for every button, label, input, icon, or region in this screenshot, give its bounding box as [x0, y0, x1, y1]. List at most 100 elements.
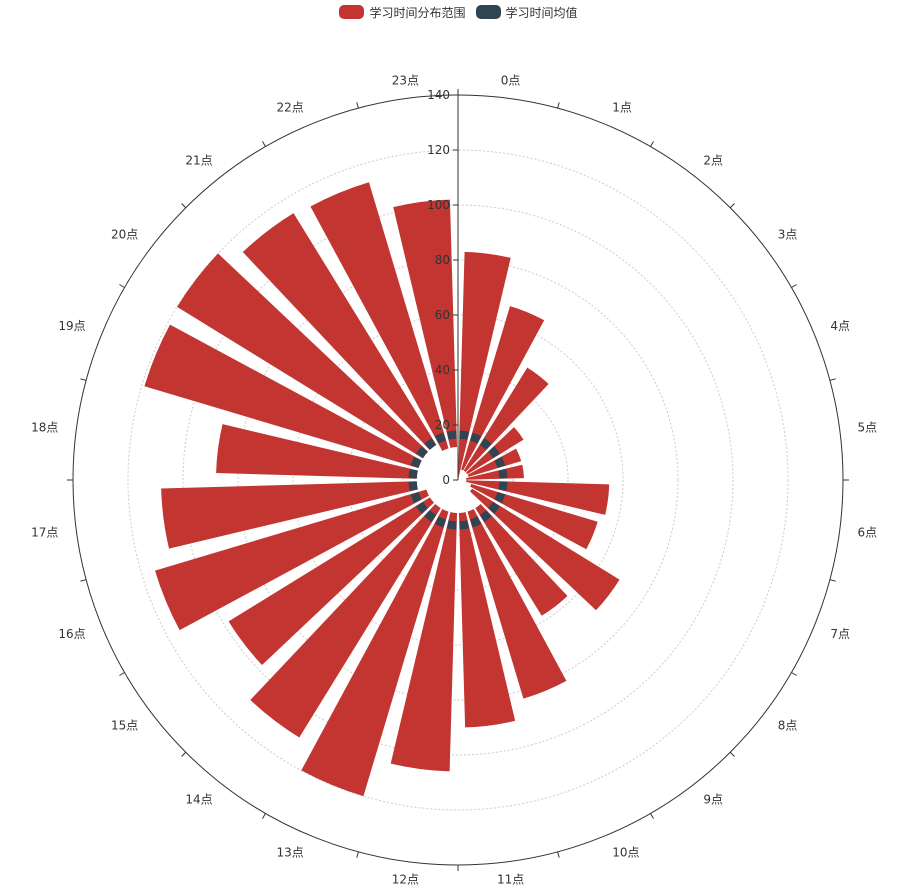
bar-20: [177, 253, 429, 459]
bar-1: [461, 306, 545, 471]
angle-tick-19: [80, 378, 87, 381]
angle-tick-9: [729, 751, 735, 757]
mean-segment-9: [479, 510, 492, 522]
bar-10: [467, 509, 567, 699]
angle-tick-22: [262, 141, 266, 147]
bar-16: [155, 489, 429, 631]
bar-17: [161, 481, 418, 549]
mean-segment-13: [434, 516, 446, 528]
bar-9: [475, 503, 568, 616]
angle-tick-23: [356, 102, 359, 109]
angle-label-8: 8点: [778, 718, 798, 732]
bar-5: [466, 464, 524, 480]
angle-label-3: 3点: [778, 228, 798, 242]
axis-layer: 0点 1点 2点 3点 4点 5点 6点 7点 8点 9点 10点 11点 12点 13点 14点 15点 16…: [31, 73, 877, 886]
bar-14: [250, 503, 441, 738]
bars-layer: [144, 182, 620, 797]
radius-label-20: 20: [435, 418, 450, 432]
grid-circle-100: [182, 204, 734, 756]
legend-label-range: 学习时间分布范围: [369, 5, 466, 20]
mean-segment-10: [470, 516, 482, 528]
angle-label-5: 5点: [858, 420, 878, 434]
mean-segment-17: [408, 481, 418, 492]
bar-19: [144, 324, 422, 469]
angle-label-1: 1点: [612, 101, 632, 115]
angle-label-6: 6点: [858, 526, 878, 540]
radius-label-140: 140: [427, 88, 450, 102]
angle-label-11: 11点: [497, 873, 524, 887]
angle-label-22: 22点: [276, 101, 303, 115]
mean-segment-22: [434, 432, 446, 444]
angle-label-7: 7点: [830, 627, 850, 641]
bar-15: [228, 497, 435, 665]
angle-tick-11: [557, 851, 560, 858]
mean-segment-3: [488, 446, 500, 459]
mean-segment-2: [479, 438, 492, 450]
angle-tick-20: [119, 284, 125, 288]
legend-item-range[interactable]: 学习时间分布范围: [339, 4, 466, 21]
bar-22: [310, 182, 449, 451]
legend-label-mean: 学习时间均值: [505, 5, 578, 20]
angle-tick-4: [791, 284, 797, 288]
angle-tick-13: [356, 851, 359, 858]
angle-label-15: 15点: [111, 718, 138, 732]
bar-23: [393, 199, 458, 448]
bar-12: [390, 512, 458, 772]
radius-label-0: 0: [442, 473, 450, 487]
bar-21: [242, 213, 437, 451]
angle-label-10: 10点: [612, 845, 639, 859]
grid-circle-20: [402, 424, 514, 536]
mean-segment-19: [410, 456, 422, 468]
bar-13: [301, 509, 449, 797]
angle-label-21: 21点: [185, 153, 212, 167]
mean-segment-11: [459, 520, 470, 530]
mean-segment-16: [410, 492, 422, 504]
grid-circle-120: [127, 149, 789, 811]
angle-tick-10: [650, 813, 654, 819]
angle-tick-1: [557, 102, 560, 109]
mean-segment-8: [488, 501, 500, 514]
angle-label-19: 19点: [58, 319, 85, 333]
mean-segment-15: [416, 501, 428, 514]
angle-tick-17: [80, 579, 87, 582]
angle-label-14: 14点: [185, 793, 212, 807]
bar-4: [467, 448, 522, 477]
bar-0: [458, 251, 511, 480]
angle-label-18: 18点: [31, 420, 58, 434]
radius-label-60: 60: [435, 308, 450, 322]
angle-tick-8: [791, 672, 797, 676]
angle-label-9: 9点: [703, 793, 723, 807]
bar-8: [469, 488, 620, 611]
radius-label-120: 120: [427, 143, 450, 157]
angle-tick-2: [650, 141, 654, 147]
radius-label-40: 40: [435, 363, 450, 377]
mean-segment-6: [498, 481, 508, 492]
angle-tick-21: [181, 203, 187, 209]
angle-tick-5: [829, 378, 836, 381]
legend: 学习时间分布范围 学习时间均值: [0, 0, 917, 24]
angle-label-2: 2点: [703, 153, 723, 167]
mean-segment-14: [424, 510, 437, 522]
angle-tick-3: [729, 203, 735, 209]
angle-label-13: 13点: [276, 845, 303, 859]
legend-swatch-mean: [475, 5, 501, 19]
mean-segment-23: [446, 430, 457, 440]
mean-segment-0: [459, 430, 470, 440]
bar-11: [458, 512, 516, 728]
angle-label-0: 0点: [501, 73, 521, 87]
mean-segment-4: [494, 456, 506, 468]
legend-swatch-range: [339, 5, 365, 19]
radius-label-80: 80: [435, 253, 450, 267]
bar-18: [216, 424, 418, 479]
angle-label-23: 23点: [392, 73, 419, 87]
legend-item-mean[interactable]: 学习时间均值: [475, 4, 578, 21]
angle-label-20: 20点: [111, 228, 138, 242]
angle-label-16: 16点: [58, 627, 85, 641]
mean-segment-20: [416, 446, 428, 459]
mean-segment-5: [498, 468, 508, 479]
mean-segment-1: [470, 432, 482, 444]
angle-label-4: 4点: [830, 319, 850, 333]
angle-tick-7: [829, 579, 836, 582]
mean-segment-7: [494, 492, 506, 504]
